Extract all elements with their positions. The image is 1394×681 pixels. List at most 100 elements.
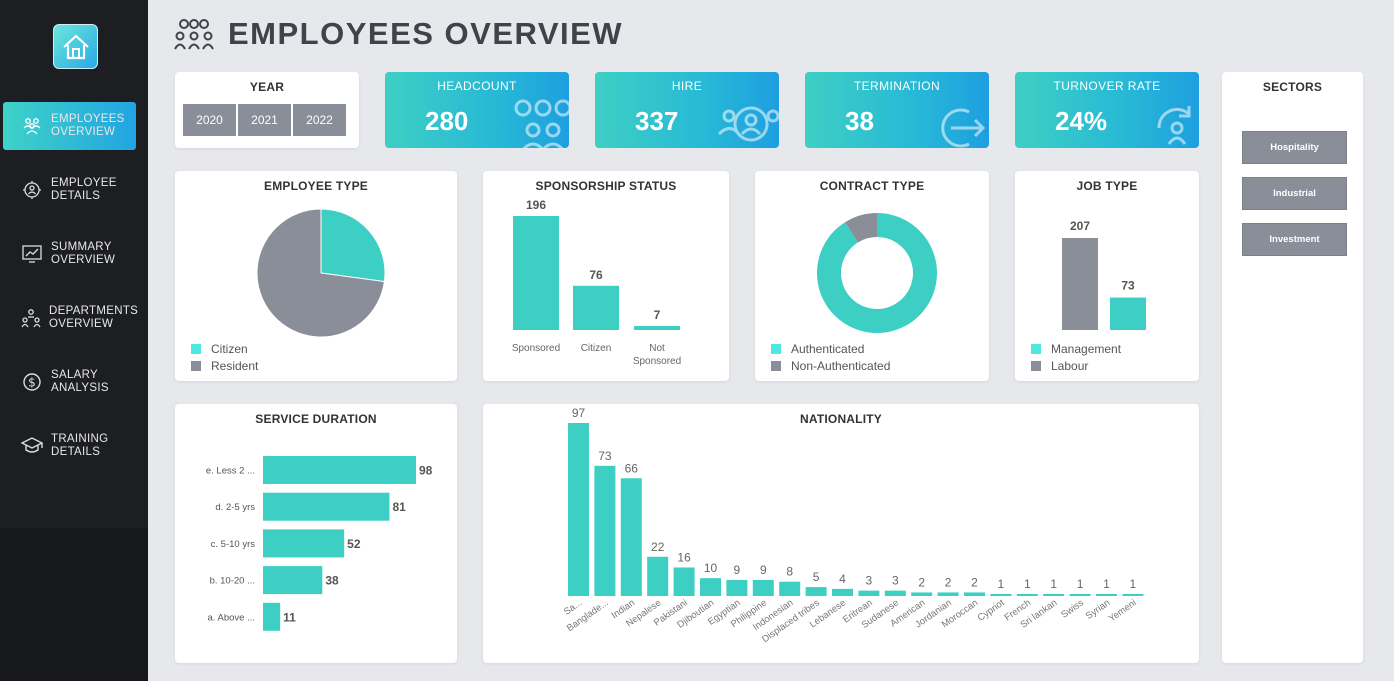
data-label: 1: [1077, 577, 1084, 591]
year-filter: YEAR 2020 2021 2022: [175, 72, 359, 148]
legend-swatch: [771, 343, 781, 354]
job-type-card: JOB TYPE 207 73 Management Labour: [1015, 171, 1199, 381]
nav-departments-overview[interactable]: DEPARTMENTS OVERVIEW: [3, 294, 138, 342]
graduation-cap-icon: [21, 435, 43, 457]
nav-employees-overview[interactable]: EMPLOYEES OVERVIEW: [3, 102, 136, 150]
nav-salary-analysis[interactable]: $ SALARY ANALYSIS: [3, 358, 136, 406]
sector-option-industrial[interactable]: Industrial: [1242, 177, 1347, 210]
dollar-coin-icon: $: [21, 371, 43, 393]
bar: [594, 465, 616, 596]
legend-swatch: [771, 360, 781, 371]
data-label: 196: [526, 198, 546, 212]
kpi-label: HEADCOUNT: [437, 79, 517, 93]
legend-label: Citizen: [211, 341, 248, 356]
bar: [726, 579, 748, 596]
bar: [779, 581, 801, 596]
year-option-2022[interactable]: 2022: [293, 104, 346, 136]
data-label: 76: [589, 268, 603, 282]
department-people-icon: [21, 307, 41, 329]
bar: [513, 216, 559, 330]
nav-employee-details[interactable]: EMPLOYEE DETAILS: [3, 166, 136, 214]
chart-title: SPONSORSHIP STATUS: [535, 179, 677, 193]
nav-label: EMPLOYEE DETAILS: [51, 177, 117, 202]
bar: [1043, 594, 1065, 596]
bar: [263, 456, 416, 484]
legend-label: Management: [1051, 341, 1122, 356]
donut-slice: [817, 213, 937, 333]
bar: [964, 592, 985, 596]
bar: [1016, 594, 1038, 596]
category-label: Sponsored: [512, 343, 560, 354]
data-label: 73: [598, 449, 612, 463]
legend-item[interactable]: Authenticated: [771, 340, 890, 357]
bar: [832, 588, 853, 596]
contract-type-card: CONTRACT TYPE Authenticated Non-Authenti…: [755, 171, 989, 381]
year-option-2020[interactable]: 2020: [183, 104, 236, 136]
data-label: 1: [1130, 577, 1137, 591]
category-label: b. 10-20 ...: [210, 576, 255, 587]
data-label: 16: [677, 550, 691, 564]
home-button[interactable]: [53, 24, 98, 69]
data-label: 207: [1070, 219, 1090, 233]
nav-label: TRAINING DETAILS: [51, 433, 109, 458]
legend-item[interactable]: Resident: [191, 357, 258, 374]
page-title: EMPLOYEES OVERVIEW: [228, 16, 624, 51]
legend-item[interactable]: Non-Authenticated: [771, 357, 890, 374]
legend-item[interactable]: Management: [1031, 340, 1121, 357]
data-label: 9: [760, 563, 767, 577]
chart-title: EMPLOYEE TYPE: [264, 179, 368, 193]
kpi-turnover-rate: TURNOVER RATE 24%: [1015, 72, 1199, 148]
data-label: 11: [283, 610, 296, 624]
nav-summary-overview[interactable]: SUMMARY OVERVIEW: [3, 230, 136, 278]
legend-label: Labour: [1051, 358, 1089, 373]
legend-label: Non-Authenticated: [791, 358, 891, 373]
people-group-icon: [514, 99, 569, 148]
people-group-icon: [174, 19, 214, 50]
category-label: d. 2-5 yrs: [215, 502, 255, 513]
sector-option-hospitality[interactable]: Hospitality: [1242, 131, 1347, 164]
bar: [1110, 297, 1146, 330]
category-label: a. Above ...: [207, 612, 255, 623]
job-type-bars: 207 73: [1062, 219, 1146, 330]
exit-arrow-icon: [941, 108, 986, 148]
svg-text:$: $: [28, 376, 36, 390]
contract-type-donut: [817, 213, 937, 333]
people-group-icon: [21, 115, 43, 137]
legend-item[interactable]: Citizen: [191, 340, 258, 357]
dashboard-chart-icon: [21, 243, 43, 265]
data-label: 38: [325, 574, 339, 588]
kpi-headcount: HEADCOUNT 280: [385, 72, 569, 148]
home-icon: [62, 34, 89, 59]
chart-title: NATIONALITY: [800, 412, 882, 426]
bar: [805, 587, 827, 596]
data-label: 9: [734, 563, 741, 577]
sectors-filter: SECTORS Hospitality Industrial Investmen…: [1222, 72, 1363, 663]
service-duration-card: SERVICE DURATION e. Less 2 ... 98 d. 2-5 y…: [175, 404, 457, 663]
bar: [263, 566, 323, 595]
bar: [1062, 238, 1098, 330]
legend-item[interactable]: Labour: [1031, 357, 1121, 374]
data-label: 4: [839, 572, 846, 586]
bar: [1069, 594, 1091, 596]
bar: [634, 325, 680, 330]
data-label: 3: [866, 574, 873, 588]
data-label: 10: [704, 561, 718, 575]
sector-option-investment[interactable]: Investment: [1242, 223, 1347, 256]
year-option-2021[interactable]: 2021: [238, 104, 291, 136]
bar: [263, 492, 390, 521]
data-label: 22: [651, 540, 665, 554]
data-label: 73: [1121, 279, 1135, 293]
legend-swatch: [191, 343, 201, 354]
category-label: Yemeni: [1107, 597, 1139, 624]
nationality-bars: 97Sa...73Banglade...66Indian22Nepalese16…: [562, 406, 1144, 645]
gear-person-icon: [21, 179, 43, 201]
year-filter-title: YEAR: [249, 80, 285, 94]
hire-person-icon: [717, 106, 779, 142]
legend-label: Authenticated: [791, 341, 865, 356]
chart-title: CONTRACT TYPE: [819, 179, 925, 193]
kpi-value: 280: [425, 106, 469, 136]
data-label: 2: [945, 575, 952, 589]
category-label: Citizen: [581, 343, 612, 354]
nav-training-details[interactable]: TRAINING DETAILS: [3, 422, 136, 470]
pie-slice: [320, 208, 386, 283]
